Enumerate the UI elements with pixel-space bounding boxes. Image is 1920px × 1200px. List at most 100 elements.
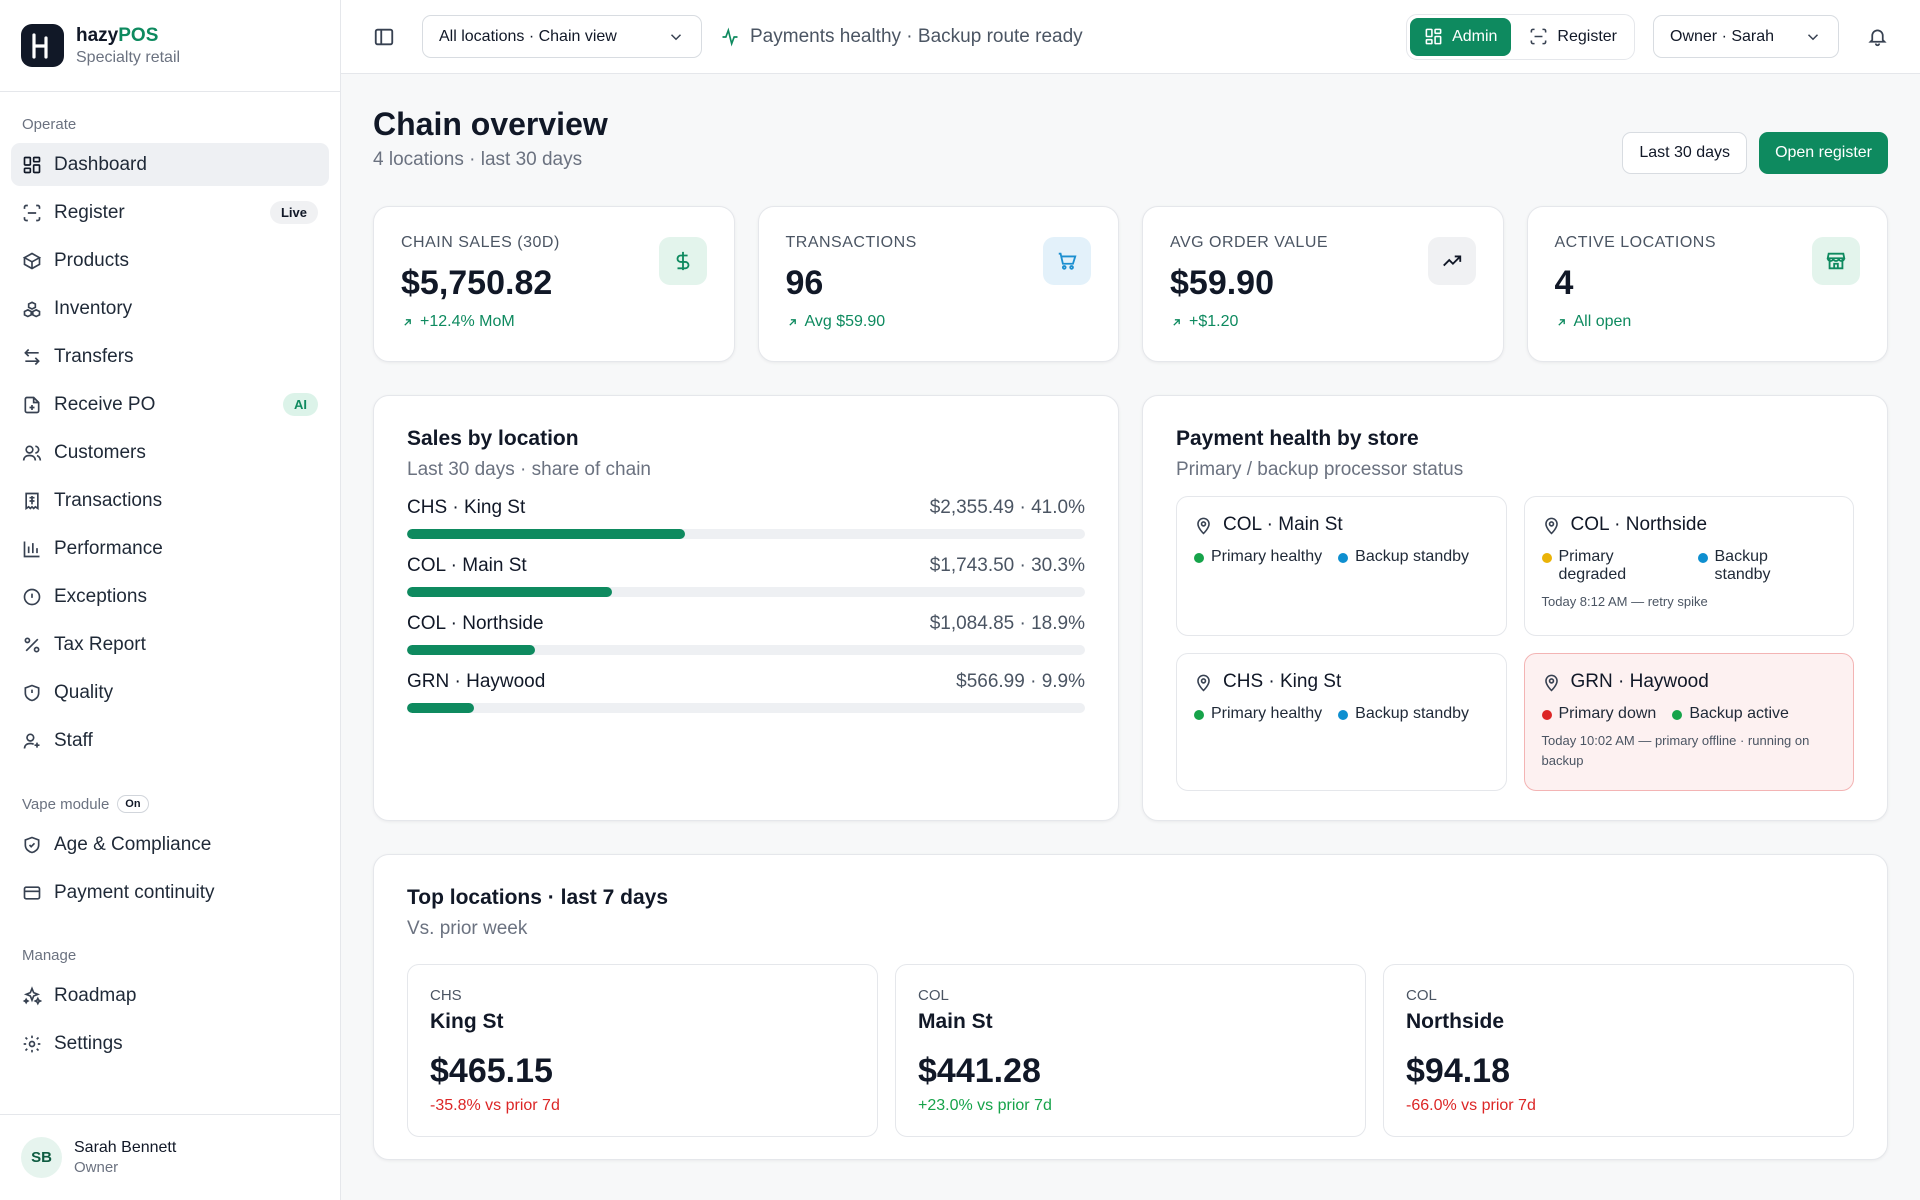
bar-chart-icon [23,541,40,557]
register-mode-button[interactable]: Register [1515,18,1631,56]
sidebar-toggle-button[interactable] [364,17,404,57]
top-location-card[interactable]: CHS King St $465.15 -35.8% vs prior 7d [407,964,878,1137]
status-dot [1541,710,1552,720]
primary-status: Primary healthy [1211,705,1323,722]
primary-status: Primary down [1558,705,1657,722]
sidebar-item-age-compliance[interactable]: Age & Compliance [11,823,329,866]
location-bars: CHS · King St $2,355.49 · 41.0% COL · Mai… [407,497,1085,713]
box-icon [22,252,42,269]
sidebar-item-payment-continuity[interactable]: Payment continuity [11,871,329,914]
sidebar-item-label: Staff [54,729,93,751]
receipt-icon [25,492,39,510]
location-value: $1,084.85 · 18.9% [929,613,1085,634]
map-pin-icon [1197,517,1210,534]
sidebar-item-label: Payment continuity [54,881,215,903]
store-icon [1812,237,1860,285]
arrow-up-right-icon [788,318,796,326]
backup-status: Backup standby [1355,705,1470,722]
notifications-button[interactable] [1857,17,1897,57]
sidebar-item-products[interactable]: Products [11,239,329,282]
top-location-card[interactable]: COL Main St $441.28 +23.0% vs prior 7d [895,964,1366,1137]
kpi-card-transactions: TRANSACTIONS 96 Avg $59.90 [757,206,1119,362]
ai-badge: AI [283,393,318,416]
chevron-down-icon [670,33,682,40]
sidebar-item-transfers[interactable]: Transfers [11,335,329,378]
sidebar-item-settings[interactable]: Settings [11,1022,329,1065]
sidebar-item-tax-report[interactable]: Tax Report [11,623,329,666]
status-dot [1338,710,1349,720]
sidebar-item-performance[interactable]: Performance [11,527,329,570]
brand[interactable]: hazyPOS Specialty retail [0,0,340,92]
sidebar-item-label: Performance [54,537,163,559]
sidebar-item-staff[interactable]: Staff [11,719,329,762]
bar-track [407,529,1085,539]
location-amount: $465.15 [430,1052,553,1090]
user-select[interactable]: Owner · Sarah [1653,15,1839,58]
kpi-delta: +12.4% MoM [401,313,707,331]
sidebar-item-roadmap[interactable]: Roadmap [11,974,329,1017]
user-name: Sarah Bennett [74,1139,177,1156]
bar-fill [407,645,536,655]
sidebar-item-quality[interactable]: Quality [11,671,329,714]
bar-track [407,645,1085,655]
date-range-button[interactable]: Last 30 days [1622,132,1748,174]
bell-icon [1867,29,1887,47]
status-note: Today 8:12 AM — retry spike [1541,594,1708,609]
kpi-value: 96 [785,264,824,302]
panel-title: Top locations · last 7 days [407,886,669,909]
sidebar-item-transactions[interactable]: Transactions [11,479,329,522]
sidebar-item-customers[interactable]: Customers [11,431,329,474]
sidebar-item-exceptions[interactable]: Exceptions [11,575,329,618]
location-select[interactable]: All locations · Chain view [422,15,702,58]
admin-mode-button[interactable]: Admin [1410,17,1512,56]
payment-status-text: Payments healthy · Backup route ready [750,25,1083,47]
location-value: $566.99 · 9.9% [956,671,1085,692]
trending-up-icon [1427,237,1476,285]
cart-icon [1043,237,1091,285]
kpi-value: $59.90 [1170,264,1274,302]
location-delta: +23.0% vs prior 7d [918,1097,1052,1114]
backup-status: Backup active [1689,705,1789,722]
store-health-card[interactable]: COL · Main St Primary healthy Backup sta… [1176,496,1507,636]
avatar: SB [21,1137,62,1178]
store-health-card-alert[interactable]: GRN · Haywood Primary down Backup active… [1523,653,1854,791]
store-health-card[interactable]: COL · Northside Primary degraded Backup … [1523,496,1854,636]
sidebar-item-label: Inventory [54,297,133,319]
brand-subtitle: Specialty retail [76,48,181,66]
boxes-icon [23,300,41,317]
status-dot [1672,710,1683,720]
location-name: King St [430,1010,504,1033]
sidebar-item-label: Transactions [54,489,163,511]
sidebar-item-dashboard[interactable]: Dashboard [11,143,329,186]
bar-fill [407,587,613,597]
location-value: $2,355.49 · 41.0% [929,497,1085,518]
kpi-card-chain-sales: CHAIN SALES (30D) $5,750.82 +12.4% MoM [373,206,735,362]
backup-status: Backup standby [1714,548,1771,583]
sidebar-item-register[interactable]: Register Live [11,191,329,234]
arrow-up-right-icon [1557,318,1565,326]
bar-track [407,703,1085,713]
open-register-button[interactable]: Open register [1759,132,1888,174]
store-health-card[interactable]: CHS · King St Primary healthy Backup sta… [1176,653,1507,791]
location-bar-row: CHS · King St $2,355.49 · 41.0% [407,497,1085,539]
top-locations-grid: CHS King St $465.15 -35.8% vs prior 7d C… [407,964,1854,1137]
sidebar-item-inventory[interactable]: Inventory [11,287,329,330]
location-name: GRN · Haywood [407,671,546,692]
register-icon [1531,28,1547,45]
location-value: $1,743.50 · 30.3% [929,555,1085,576]
sparkles-icon [22,985,42,1005]
sidebar-item-receive-po[interactable]: Receive PO AI [11,383,329,426]
arrow-up-right-icon [404,318,411,326]
chevron-down-icon [1807,33,1819,40]
sidebar-item-label: Settings [54,1032,123,1054]
kpi-label: TRANSACTIONS [785,234,917,251]
panel-subtitle: Vs. prior week [407,918,528,939]
live-badge: Live [269,201,318,224]
kpi-delta: +$1.20 [1170,313,1476,331]
top-location-card[interactable]: COL Northside $94.18 -66.0% vs prior 7d [1383,964,1854,1137]
sidebar-item-label: Age & Compliance [54,833,212,855]
dashboard-icon [23,156,41,173]
user-profile[interactable]: SB Sarah Bennett Owner [0,1114,340,1200]
mode-switch: Admin Register [1406,13,1635,60]
location-bar-row: COL · Main St $1,743.50 · 30.3% [407,555,1085,597]
